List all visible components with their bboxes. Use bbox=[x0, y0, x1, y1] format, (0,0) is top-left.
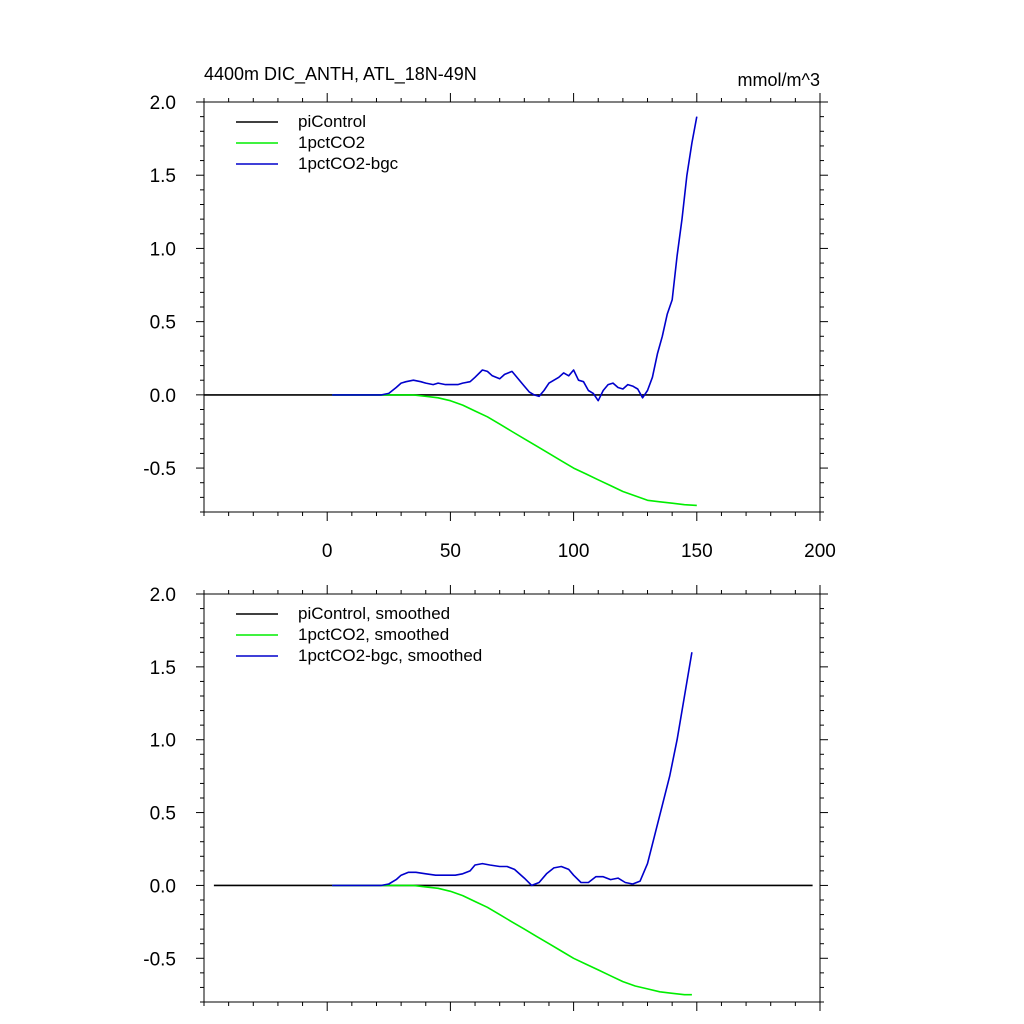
y-tick-label: 1.5 bbox=[150, 166, 176, 187]
legend-label-1pctco2: 1pctCO2 bbox=[298, 133, 365, 152]
legend-label-1pctco2-bgc-smoothed: 1pctCO2-bgc, smoothed bbox=[298, 646, 482, 665]
series-line-1pctco2 bbox=[332, 394, 697, 507]
y-tick-label: 0.5 bbox=[150, 313, 176, 334]
top-panel: 0 50 100 150 200 2.0 1.5 1.0 0.5 0.0 -0.5 piControl… bbox=[143, 93, 836, 562]
y-tick-label: 2.0 bbox=[150, 93, 176, 114]
plot-frame bbox=[203, 101, 821, 513]
y-tick-label: 1.5 bbox=[150, 658, 176, 679]
bottom-panel: 2.0 1.5 1.0 0.5 0.0 -0.5 piControl, smoothed 1p… bbox=[143, 585, 828, 1011]
series-line-1pctco2-bgc bbox=[332, 116, 698, 402]
series-line-1pctco2-bgc-smoothed bbox=[332, 652, 693, 887]
y-tick-label: -0.5 bbox=[143, 949, 176, 970]
legend-label-1pctco2-smoothed: 1pctCO2, smoothed bbox=[298, 625, 449, 644]
legend-label-picontrol-smoothed: piControl, smoothed bbox=[298, 604, 450, 623]
legend-label-picontrol: piControl bbox=[298, 112, 366, 131]
y-tick-label: 0.5 bbox=[150, 804, 176, 825]
x-tick-label: 100 bbox=[558, 541, 590, 562]
y-tick-label: 0.0 bbox=[150, 386, 176, 407]
x-tick-label: 0 bbox=[322, 541, 333, 562]
y-tick-label: 0.0 bbox=[150, 876, 176, 897]
plot-frame bbox=[203, 593, 821, 1003]
plot-title: 4400m DIC_ANTH, ATL_18N-49N bbox=[204, 64, 477, 85]
series-line-1pctco2-smoothed bbox=[332, 884, 692, 996]
y-tick-label: 2.0 bbox=[150, 585, 176, 606]
x-tick-label: 200 bbox=[804, 541, 836, 562]
y-tick-label: 1.0 bbox=[150, 239, 176, 260]
y-tick-label: 1.0 bbox=[150, 731, 176, 752]
units-label: mmol/m^3 bbox=[738, 70, 820, 90]
x-tick-label: 150 bbox=[681, 541, 713, 562]
legend-label-1pctco2-bgc: 1pctCO2-bgc bbox=[298, 154, 399, 173]
x-tick-label: 50 bbox=[440, 541, 461, 562]
y-tick-label: -0.5 bbox=[143, 459, 176, 480]
